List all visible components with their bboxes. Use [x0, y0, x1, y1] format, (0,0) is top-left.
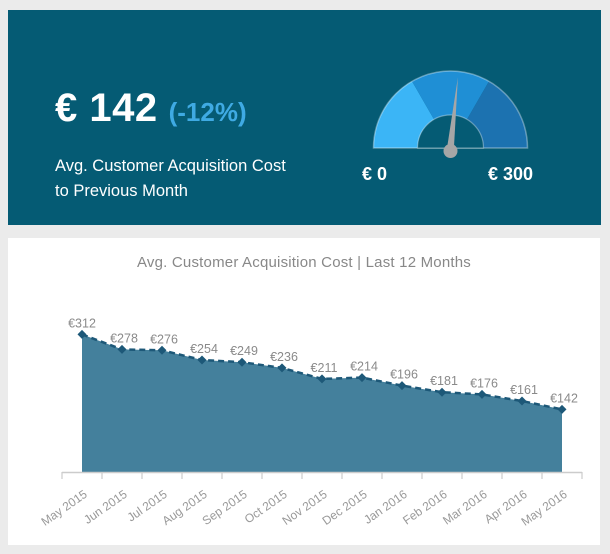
gauge-outline [372, 70, 529, 149]
data-label: €142 [550, 391, 578, 405]
kpi-value: € 142 [55, 86, 158, 130]
data-label: €276 [150, 332, 178, 346]
data-point [557, 404, 567, 414]
gauge-needle-pivot [443, 144, 458, 158]
kpi-subtitle-line1: Avg. Customer Acquisition Cost [55, 157, 286, 175]
data-point [117, 344, 127, 354]
kpi-value-row: € 142 (-12%) [55, 88, 286, 132]
kpi-subtitle-line2: to Previous Month [55, 182, 188, 200]
data-label: €312 [68, 316, 96, 330]
data-label: €176 [470, 376, 498, 390]
kpi-text-block: € 142 (-12%) Avg. Customer Acquisition C… [55, 88, 286, 204]
kpi-subtitle: Avg. Customer Acquisition Cost to Previo… [55, 154, 286, 204]
gauge-segment-2 [412, 70, 489, 148]
data-point [477, 389, 487, 399]
data-point [237, 357, 247, 367]
month-label: May 2015 [39, 487, 90, 529]
month-label: Feb 2016 [400, 487, 450, 528]
kpi-card: € 142 (-12%) Avg. Customer Acquisition C… [8, 10, 601, 225]
month-label: Jun 2015 [81, 487, 130, 527]
data-point [437, 387, 447, 397]
data-label: €254 [190, 342, 218, 356]
gauge-min-label: € 0 [362, 164, 388, 184]
month-label: Sep 2015 [200, 487, 250, 528]
month-label: May 2016 [519, 487, 570, 529]
data-point [277, 363, 287, 373]
area-fill [82, 334, 562, 472]
data-point [357, 373, 367, 383]
data-label: €211 [311, 361, 338, 375]
area-chart-card: Avg. Customer Acquisition Cost | Last 12… [8, 238, 600, 545]
data-point [397, 381, 407, 391]
data-point [197, 355, 207, 365]
kpi-delta: (-12%) [168, 97, 247, 127]
gauge-chart [365, 63, 545, 163]
chart-title: Avg. Customer Acquisition Cost | Last 12… [136, 254, 471, 271]
data-point [517, 396, 527, 406]
data-label: €249 [230, 344, 258, 358]
data-label: €214 [350, 360, 378, 374]
data-point [317, 374, 327, 384]
month-label: Mar 2016 [440, 487, 490, 528]
data-point [157, 345, 167, 355]
gauge-max-label: € 300 [488, 164, 534, 184]
gauge-wrap: € 0 € 300 [362, 63, 565, 208]
month-label: Dec 2015 [320, 487, 370, 528]
data-label: €236 [270, 350, 298, 364]
data-label: €181 [430, 374, 458, 388]
gauge-needle [447, 77, 458, 149]
area-chart: €312 €278 €276 €254 €249 €236 €211 €214 €196 €181… [8, 238, 600, 545]
data-point [77, 329, 87, 339]
data-label: €196 [390, 368, 418, 382]
data-label: €161 [510, 383, 538, 397]
data-label: €278 [110, 331, 138, 345]
